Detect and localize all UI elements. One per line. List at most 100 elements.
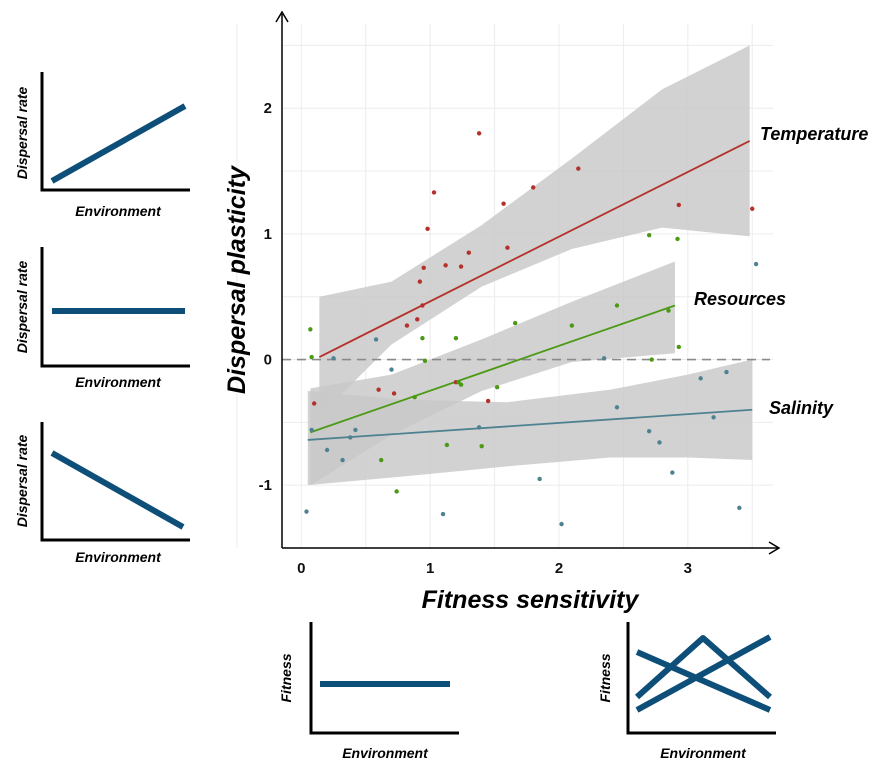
fitness-line-peaked	[635, 635, 772, 700]
mini-panel-decreasing: Environment Dispersal rate	[14, 422, 190, 565]
mini-x-label: Environment	[342, 745, 429, 761]
data-point-salinity	[324, 447, 330, 453]
data-point-salinity	[646, 428, 652, 434]
data-point-temperature	[312, 401, 317, 406]
data-point-resources	[444, 442, 450, 448]
x-tick-label: 2	[555, 560, 563, 577]
data-points	[304, 131, 759, 527]
data-point-resources	[569, 323, 575, 328]
data-point-salinity	[340, 457, 345, 463]
data-point-temperature	[425, 226, 430, 232]
data-point-temperature	[421, 265, 426, 271]
data-point-resources	[614, 303, 620, 308]
series-label-resources: Resources	[694, 289, 786, 309]
series-label-temperature: Temperature	[760, 124, 868, 144]
data-point-temperature	[505, 245, 510, 250]
data-point-temperature	[391, 391, 397, 396]
data-point-resources	[412, 395, 417, 400]
data-point-resources	[309, 354, 314, 360]
data-point-temperature	[458, 264, 464, 269]
data-point-resources	[453, 335, 459, 341]
mini-axes	[40, 422, 190, 542]
data-point-resources	[394, 489, 399, 494]
y-tick-label: 2	[264, 100, 272, 117]
mini-y-label: Fitness	[278, 653, 294, 702]
data-point-salinity	[476, 425, 482, 430]
data-point-salinity	[389, 367, 394, 372]
data-point-temperature	[404, 323, 410, 328]
data-point-salinity	[614, 405, 620, 410]
data-point-resources	[479, 444, 484, 449]
y-tick-label: 0	[264, 352, 272, 369]
data-point-temperature	[501, 201, 506, 206]
mini-x-label: Environment	[660, 745, 747, 761]
data-point-resources	[512, 320, 518, 326]
x-axis-title: Fitness sensitivity	[422, 586, 640, 614]
fitness-line-increasing	[635, 634, 772, 713]
ci-band-salinity	[307, 359, 753, 486]
data-point-salinity	[304, 509, 309, 514]
y-tick-label: -1	[259, 477, 272, 494]
data-point-temperature	[420, 303, 425, 308]
fitness-line-decreasing	[635, 649, 772, 713]
mini-panel-increasing: Environment Dispersal rate	[14, 72, 190, 219]
mini-axes	[309, 622, 459, 735]
x-tick-label: 1	[426, 560, 434, 577]
data-point-salinity	[670, 470, 675, 475]
data-point-temperature	[485, 398, 491, 404]
data-point-resources	[666, 308, 671, 313]
y-axis-arrow	[275, 10, 289, 23]
x-axis-arrow	[768, 541, 781, 555]
series-label-salinity: Salinity	[769, 398, 834, 418]
y-tick-label: 1	[264, 226, 272, 243]
data-point-salinity	[657, 440, 662, 445]
data-point-salinity	[601, 356, 607, 361]
data-point-salinity	[373, 337, 379, 342]
data-point-salinity	[753, 261, 759, 267]
data-point-resources	[649, 357, 654, 362]
data-point-resources	[422, 358, 428, 363]
mini-y-label: Dispersal rate	[14, 434, 30, 527]
data-point-resources	[308, 327, 313, 332]
data-point-salinity	[348, 435, 353, 440]
x-tick-labels: 0 1 2 3	[297, 560, 692, 577]
data-point-temperature	[750, 206, 755, 211]
data-point-temperature	[376, 387, 381, 392]
data-point-salinity	[309, 427, 314, 433]
mini-x-label: Environment	[75, 549, 162, 565]
data-point-resources	[420, 335, 425, 341]
y-tick-labels: -1 0 1 2	[259, 100, 272, 494]
fit-line-resources	[310, 304, 676, 434]
data-point-salinity	[724, 369, 729, 375]
data-point-temperature	[443, 263, 448, 268]
mini-y-label: Fitness	[597, 653, 613, 702]
trend-line-increasing	[50, 103, 187, 184]
mini-panel-fitness-flat: Environment Fitness	[278, 622, 459, 761]
data-point-resources	[675, 236, 680, 242]
main-chart: 0 1 2 3 -1 0 1 2 Fitness sensitivity Dispersal…	[223, 10, 868, 614]
data-point-temperature	[417, 279, 423, 284]
y-axis-title: Dispersal plasticity	[223, 165, 251, 394]
ci-band-temperature	[319, 45, 750, 417]
data-point-temperature	[415, 317, 420, 322]
data-point-temperature	[531, 185, 536, 190]
fit-lines	[307, 140, 753, 441]
data-point-salinity	[331, 356, 336, 361]
data-point-resources	[676, 344, 681, 350]
data-point-salinity	[353, 427, 358, 433]
data-point-salinity	[559, 521, 564, 527]
x-tick-label: 3	[684, 560, 692, 577]
mini-axes	[40, 72, 190, 192]
mini-y-label: Dispersal rate	[14, 260, 30, 353]
data-point-temperature	[466, 250, 472, 255]
data-point-resources	[646, 232, 652, 238]
mini-panel-flat: Environment Dispersal rate	[14, 247, 190, 390]
data-point-resources	[458, 382, 464, 387]
data-point-temperature	[476, 131, 482, 136]
trend-line-decreasing	[50, 450, 185, 530]
mini-x-label: Environment	[75, 203, 162, 219]
data-point-temperature	[576, 166, 581, 171]
data-point-temperature	[431, 190, 437, 195]
data-point-salinity	[440, 511, 446, 517]
